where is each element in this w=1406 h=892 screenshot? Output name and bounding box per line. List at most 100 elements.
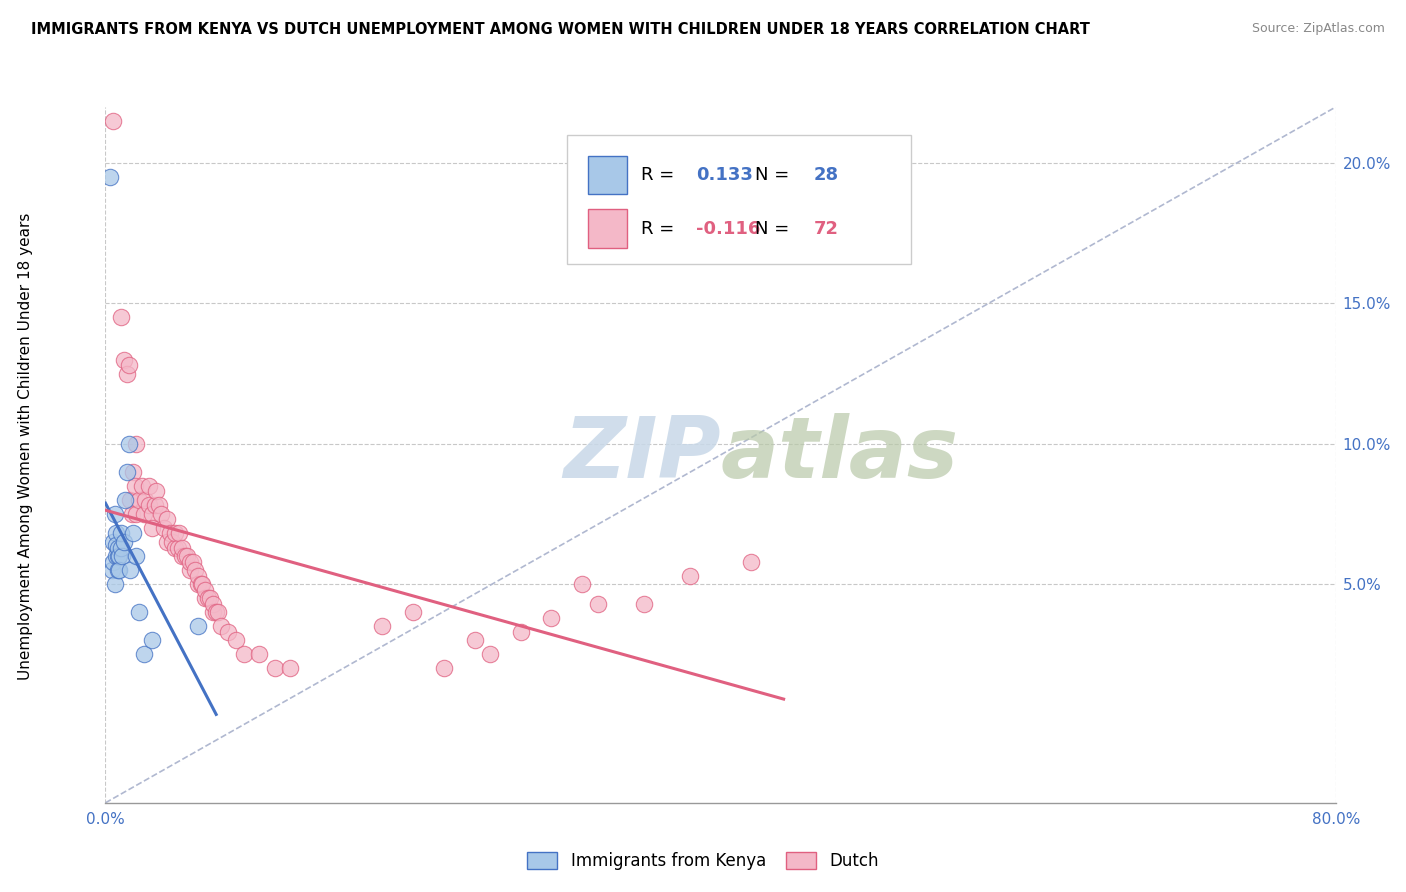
Point — [183, 563, 205, 577]
Point — [141, 521, 163, 535]
Point — [120, 492, 141, 507]
Point — [190, 577, 212, 591]
Point — [100, 563, 122, 577]
Point — [125, 549, 148, 563]
Point — [187, 568, 209, 582]
Point — [138, 499, 160, 513]
Point — [117, 436, 139, 450]
Point — [172, 541, 194, 555]
Point — [108, 563, 131, 577]
Point — [132, 507, 155, 521]
Legend: Immigrants from Kenya, Dutch: Immigrants from Kenya, Dutch — [520, 845, 886, 877]
Point — [117, 358, 139, 372]
Point — [202, 605, 225, 619]
Point — [198, 591, 221, 605]
Point — [115, 465, 138, 479]
Point — [107, 563, 129, 577]
Point — [159, 526, 181, 541]
Point — [149, 507, 172, 521]
Point — [138, 479, 160, 493]
Point — [163, 526, 186, 541]
Point — [174, 549, 197, 563]
FancyBboxPatch shape — [567, 135, 911, 263]
Text: Source: ZipAtlas.com: Source: ZipAtlas.com — [1251, 22, 1385, 36]
Point — [145, 484, 167, 499]
Point — [122, 465, 145, 479]
Point — [108, 549, 131, 563]
Point — [172, 549, 194, 563]
Point — [125, 436, 148, 450]
Point — [232, 647, 254, 661]
Point — [179, 555, 201, 569]
Point — [107, 549, 129, 563]
Point — [148, 499, 170, 513]
Point — [207, 605, 229, 619]
Point — [194, 591, 217, 605]
Point — [169, 526, 191, 541]
Point — [163, 541, 186, 555]
Point — [122, 526, 145, 541]
Point — [218, 624, 240, 639]
Point — [105, 549, 128, 563]
Point — [114, 492, 136, 507]
Point — [176, 549, 198, 563]
Point — [187, 619, 209, 633]
Point — [679, 568, 702, 582]
Text: Unemployment Among Women with Children Under 18 years: Unemployment Among Women with Children U… — [18, 212, 32, 680]
Point — [247, 647, 270, 661]
Point — [105, 538, 128, 552]
Point — [160, 534, 183, 549]
Point — [128, 605, 150, 619]
Point — [101, 114, 124, 128]
Text: N =: N = — [755, 166, 794, 185]
Point — [402, 605, 425, 619]
Text: 0.133: 0.133 — [696, 166, 752, 185]
Point — [478, 647, 501, 661]
Point — [112, 534, 135, 549]
Point — [179, 563, 201, 577]
Point — [740, 555, 762, 569]
Text: R =: R = — [641, 219, 679, 238]
Point — [181, 555, 204, 569]
Text: IMMIGRANTS FROM KENYA VS DUTCH UNEMPLOYMENT AMONG WOMEN WITH CHILDREN UNDER 18 Y: IMMIGRANTS FROM KENYA VS DUTCH UNEMPLOYM… — [31, 22, 1090, 37]
Point — [134, 492, 156, 507]
Point — [540, 610, 562, 624]
Point — [586, 597, 609, 611]
Point — [225, 633, 247, 648]
Point — [191, 577, 214, 591]
Point — [263, 661, 285, 675]
Point — [111, 549, 134, 563]
Point — [197, 591, 219, 605]
Point — [209, 619, 232, 633]
Point — [187, 577, 209, 591]
Point — [141, 507, 163, 521]
Point — [112, 352, 135, 367]
Point — [433, 661, 456, 675]
Point — [143, 499, 166, 513]
Point — [205, 605, 228, 619]
Point — [101, 555, 124, 569]
Point — [128, 492, 150, 507]
Point — [110, 526, 132, 541]
Text: ZIP: ZIP — [562, 413, 721, 497]
Text: -0.116: -0.116 — [696, 219, 761, 238]
Point — [166, 541, 188, 555]
Point — [104, 507, 127, 521]
Point — [509, 624, 531, 639]
Point — [101, 534, 124, 549]
Point — [371, 619, 394, 633]
Bar — [588, 156, 627, 194]
Point — [571, 577, 593, 591]
Point — [156, 534, 179, 549]
Text: 72: 72 — [814, 219, 839, 238]
Point — [124, 479, 146, 493]
Text: 28: 28 — [814, 166, 839, 185]
Point — [110, 541, 132, 555]
Point — [156, 512, 179, 526]
Point — [115, 367, 138, 381]
Point — [105, 526, 128, 541]
Point — [464, 633, 486, 648]
Point — [120, 563, 141, 577]
Point — [278, 661, 301, 675]
Point — [132, 647, 155, 661]
